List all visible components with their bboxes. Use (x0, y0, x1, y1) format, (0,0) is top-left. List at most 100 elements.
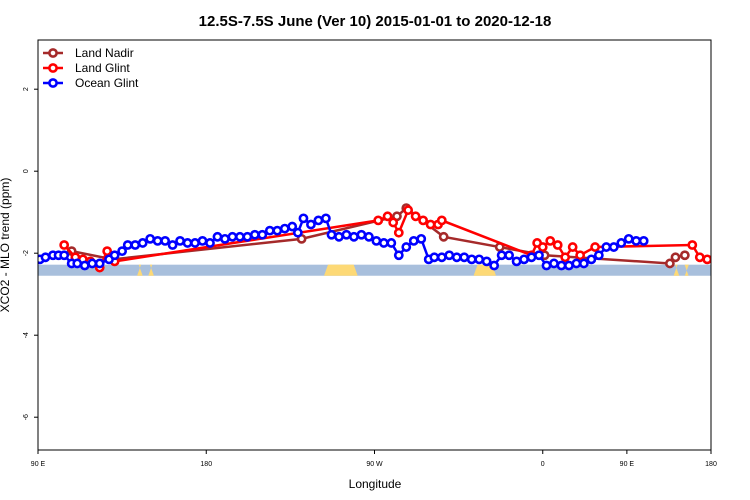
land-segment-4 (673, 264, 680, 276)
data-point (160, 235, 171, 246)
data-point (687, 240, 698, 250)
data-point (425, 219, 436, 230)
data-point (429, 252, 440, 263)
data-point (242, 231, 253, 242)
data-point (371, 235, 382, 246)
legend-label: Ocean Glint (75, 76, 139, 90)
data-point (292, 227, 303, 238)
x-tick-label: 90 E (31, 461, 46, 468)
legend-marker (48, 63, 58, 73)
legend-item-1: Land Glint (43, 61, 130, 75)
data-point (227, 231, 238, 242)
legend-item-2: Ocean Glint (43, 76, 139, 90)
data-point (393, 250, 404, 261)
data-point (466, 254, 477, 265)
series-layer (38, 203, 746, 273)
x-axis-label: Longitude (349, 477, 402, 491)
data-point (664, 258, 675, 269)
land-ocean-band (38, 264, 711, 276)
data-point (87, 258, 98, 269)
x-tick-label: 90 E (620, 461, 635, 468)
data-point (410, 211, 421, 222)
data-point (694, 252, 705, 263)
data-point (382, 211, 393, 222)
data-point (408, 235, 419, 246)
data-point (145, 233, 156, 244)
data-point (388, 217, 399, 228)
ocean-band (38, 264, 711, 276)
data-point (341, 229, 352, 240)
data-point (287, 221, 298, 232)
data-point (320, 213, 331, 224)
x-tick-label: 180 (200, 461, 212, 468)
data-point (438, 231, 449, 242)
legend-label: Land Glint (75, 61, 130, 75)
data-point (59, 240, 70, 250)
data-point (349, 231, 359, 242)
data-point (102, 246, 113, 257)
data-point (249, 229, 260, 240)
y-tick-label: 2 (23, 87, 30, 91)
land-segment-0 (137, 264, 143, 276)
data-point (496, 250, 507, 261)
data-point (593, 250, 604, 261)
data-point (416, 233, 427, 244)
data-point (545, 235, 556, 246)
data-point (560, 252, 571, 263)
series-2 (38, 213, 649, 271)
data-point (670, 252, 681, 263)
y-tick-label: -6 (23, 414, 30, 420)
legend-item-0: Land Nadir (43, 46, 134, 60)
data-point (601, 242, 612, 252)
y-axis: 2 0 -2 -4 -6 (23, 87, 38, 420)
data-point (444, 250, 455, 261)
data-point (564, 260, 574, 271)
data-point (702, 254, 711, 265)
data-point (511, 256, 522, 267)
data-point (616, 238, 627, 248)
data-point (152, 235, 163, 246)
data-point (190, 238, 200, 248)
data-point (130, 240, 141, 250)
data-point (117, 246, 128, 257)
x-tick-label: 0 (541, 461, 545, 468)
data-point (474, 254, 485, 265)
data-point (109, 250, 120, 261)
data-point (541, 260, 552, 271)
data-point (72, 258, 83, 269)
data-point (451, 252, 462, 263)
data-point (575, 250, 586, 261)
data-point (175, 235, 185, 246)
data-point (234, 231, 245, 242)
data-point (552, 240, 563, 250)
data-point (556, 260, 567, 271)
data-point (334, 231, 344, 242)
data-point (679, 250, 690, 261)
data-point (306, 219, 316, 230)
data-point (403, 205, 414, 216)
data-point (326, 229, 337, 240)
data-point (504, 250, 514, 261)
data-point (79, 260, 90, 271)
y-tick-label: -4 (23, 332, 30, 338)
chart-title: 12.5S-7.5S June (Ver 10) 2015-01-01 to 2… (199, 13, 552, 30)
legend-label: Land Nadir (75, 46, 134, 60)
data-point (40, 252, 51, 263)
data-point (481, 256, 492, 267)
data-point (401, 242, 412, 252)
data-point (257, 229, 268, 240)
data-point (739, 260, 746, 267)
data-point (356, 229, 367, 240)
data-point (418, 215, 429, 226)
land-segment-2 (324, 264, 358, 276)
data-point (586, 254, 597, 265)
data-point (590, 242, 600, 252)
data-point (272, 225, 283, 236)
data-point (122, 240, 133, 250)
y-axis-label: XCO2 - MLO trend (ppm) (0, 178, 12, 313)
data-point (220, 233, 230, 244)
legend-marker (48, 78, 58, 88)
data-point (298, 213, 309, 224)
